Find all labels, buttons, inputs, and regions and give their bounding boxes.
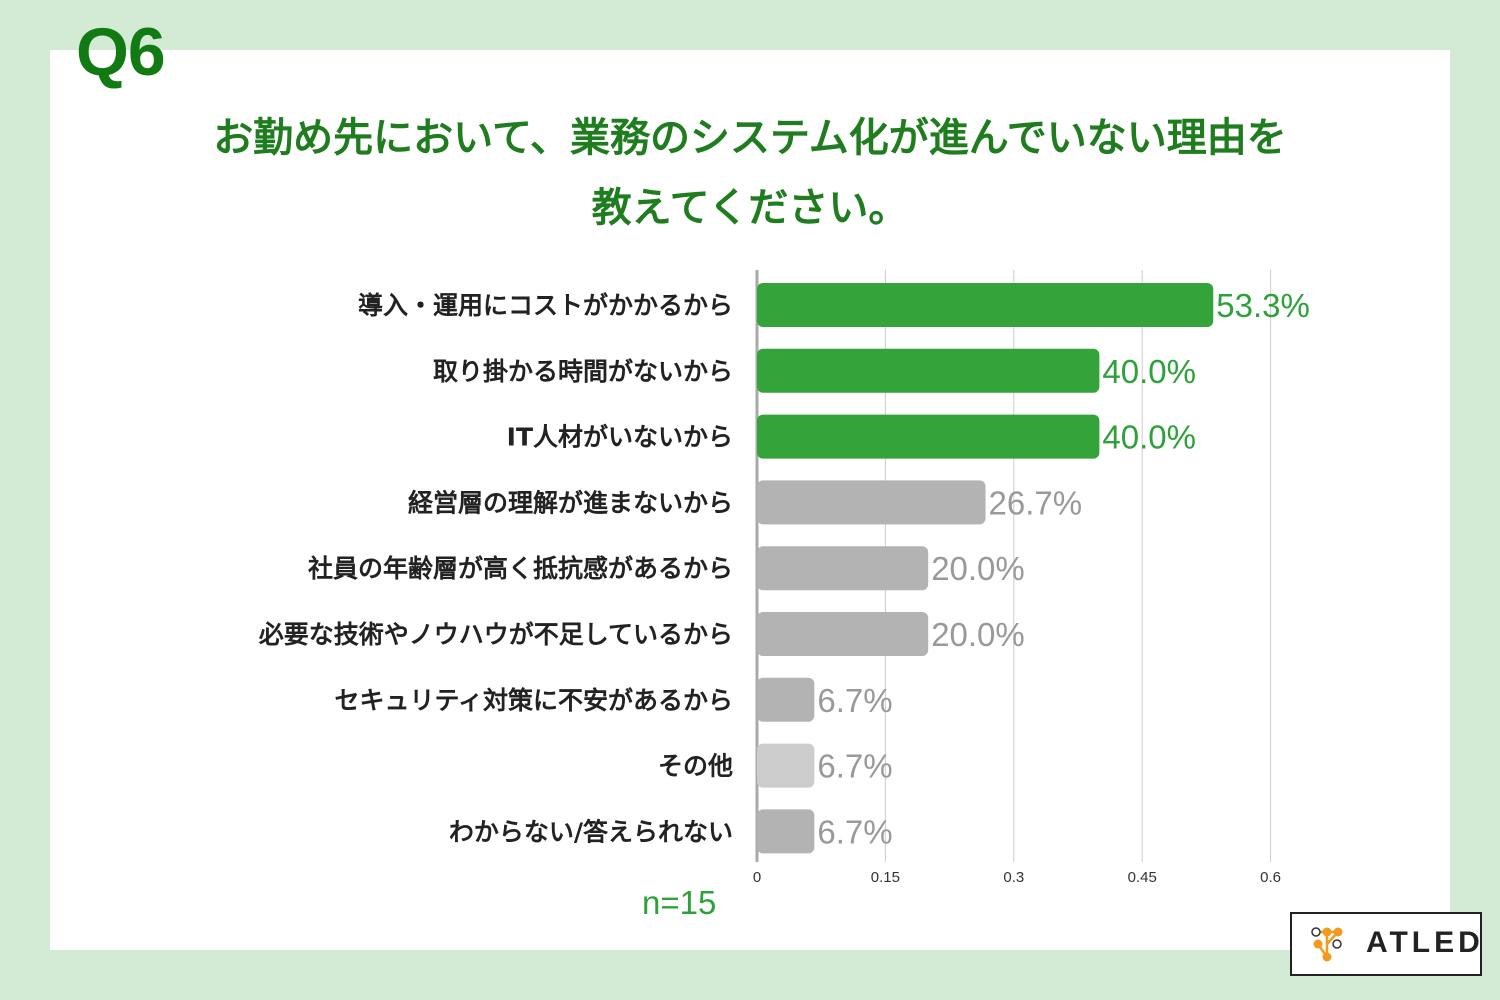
bar (757, 283, 1214, 327)
bar (757, 743, 815, 788)
x-tick-label: 0.3 (1003, 869, 1024, 886)
category-label: IT人材がいないから (507, 423, 733, 452)
atled-logo: ATLED (1290, 912, 1482, 976)
question-number: Q6 (76, 14, 166, 90)
bar (757, 414, 1100, 459)
chart-title-line1: お勤め先において、業務のシステム化が進んでいない理由を (213, 115, 1287, 161)
category-label: 必要な技術やノウハウが不足しているから (259, 620, 733, 649)
chart-title-line2: 教えてください。 (591, 185, 909, 231)
bar (757, 546, 929, 591)
atled-logo-mark-icon (1311, 927, 1343, 962)
category-label: 経営層の理解が進まないから (408, 488, 733, 517)
value-label: 6.7% (817, 682, 892, 719)
value-label: 20.0% (931, 550, 1025, 587)
bar (757, 809, 815, 854)
value-label: 40.0% (1102, 353, 1196, 390)
category-label: その他 (658, 752, 733, 781)
bar (757, 480, 986, 525)
value-label: 40.0% (1102, 419, 1196, 456)
chart-card (50, 50, 1450, 950)
x-tick-label: 0 (753, 869, 761, 886)
bar (757, 612, 929, 656)
category-label: 社員の年齢層が高く抵抗感があるから (308, 554, 733, 583)
x-tick-label: 0.15 (871, 869, 900, 886)
value-label: 53.3% (1216, 287, 1310, 324)
value-label: 6.7% (817, 748, 892, 785)
x-tick-label: 0.45 (1128, 869, 1157, 886)
category-label: わからない/答えられない (449, 817, 733, 846)
category-label: セキュリティ対策に不安があるから (334, 686, 733, 715)
x-tick-label: 0.6 (1260, 869, 1281, 886)
value-label: 6.7% (817, 813, 892, 850)
value-label: 26.7% (989, 484, 1083, 521)
category-label: 導入・運用にコストがかかるから (358, 291, 733, 320)
sample-size-label: n=15 (642, 884, 717, 921)
value-label: 20.0% (931, 616, 1025, 653)
category-label: 取り掛かる時間がないから (433, 357, 733, 386)
atled-logo-text: ATLED (1366, 926, 1484, 959)
bar (757, 348, 1100, 393)
bar (757, 677, 815, 722)
